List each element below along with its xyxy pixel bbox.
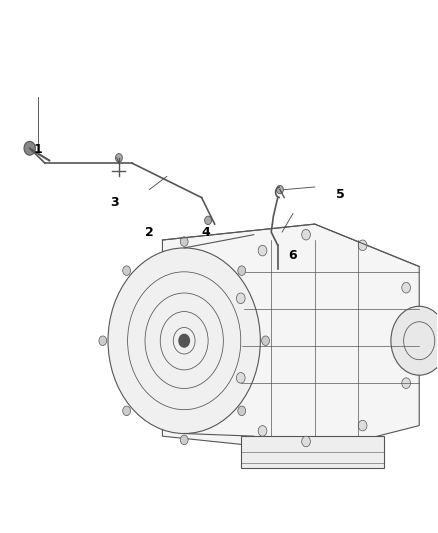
Circle shape [358,240,367,251]
Circle shape [302,229,311,240]
Polygon shape [162,224,419,452]
Text: 3: 3 [110,196,119,209]
Circle shape [261,336,269,345]
Circle shape [358,420,367,431]
Text: 1: 1 [34,143,43,156]
Circle shape [391,306,438,375]
Circle shape [276,185,283,194]
Circle shape [302,436,311,447]
Text: 6: 6 [289,249,297,262]
Circle shape [116,154,122,162]
Polygon shape [241,436,385,468]
Circle shape [180,237,188,246]
Circle shape [402,282,410,293]
Circle shape [238,406,246,416]
Text: 4: 4 [201,225,210,239]
Circle shape [237,373,245,383]
Text: 2: 2 [145,225,154,239]
Circle shape [108,248,260,433]
Circle shape [258,245,267,256]
Circle shape [205,216,212,224]
Circle shape [237,293,245,304]
Circle shape [123,266,131,276]
Circle shape [24,141,35,155]
Circle shape [123,406,131,416]
Circle shape [99,336,107,345]
Circle shape [238,266,246,276]
Circle shape [179,334,189,347]
Circle shape [402,378,410,389]
Text: 5: 5 [336,189,345,201]
Circle shape [258,425,267,436]
Circle shape [180,435,188,445]
